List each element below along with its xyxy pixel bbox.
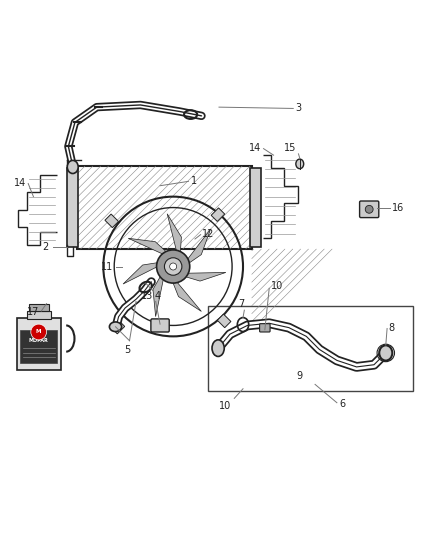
Text: 2: 2 <box>42 242 49 252</box>
Bar <box>105 214 119 228</box>
Bar <box>217 314 231 328</box>
FancyBboxPatch shape <box>151 319 169 332</box>
Bar <box>111 320 125 334</box>
Ellipse shape <box>67 160 78 174</box>
Polygon shape <box>167 214 181 259</box>
Ellipse shape <box>110 322 122 332</box>
Ellipse shape <box>379 345 392 361</box>
Text: 8: 8 <box>389 322 395 333</box>
Polygon shape <box>123 262 164 284</box>
Text: 7: 7 <box>239 299 245 309</box>
Polygon shape <box>183 229 211 266</box>
Text: M: M <box>36 329 42 335</box>
Text: 10: 10 <box>271 281 283 291</box>
Polygon shape <box>171 276 201 311</box>
Polygon shape <box>180 272 226 281</box>
Circle shape <box>170 263 177 270</box>
Polygon shape <box>128 238 171 257</box>
Circle shape <box>164 258 182 275</box>
Text: 14: 14 <box>14 177 26 188</box>
Text: 6: 6 <box>339 399 345 409</box>
Text: 1: 1 <box>191 176 197 187</box>
Text: M: M <box>35 329 42 335</box>
Text: 4: 4 <box>154 292 160 301</box>
Polygon shape <box>153 271 165 317</box>
Bar <box>77 166 252 249</box>
Text: 12: 12 <box>202 229 215 239</box>
FancyBboxPatch shape <box>260 324 270 332</box>
FancyBboxPatch shape <box>17 318 61 370</box>
Ellipse shape <box>212 340 224 357</box>
Text: 10: 10 <box>219 401 232 411</box>
Text: 3: 3 <box>295 103 301 114</box>
Ellipse shape <box>296 159 304 169</box>
Bar <box>208 306 413 391</box>
Text: 5: 5 <box>124 345 131 355</box>
Text: MOPAR: MOPAR <box>29 338 49 343</box>
Text: 9: 9 <box>297 370 303 381</box>
Text: 15: 15 <box>284 143 297 153</box>
Bar <box>27 311 51 319</box>
Bar <box>67 168 78 247</box>
Circle shape <box>365 205 373 213</box>
Text: 11: 11 <box>101 262 113 271</box>
Circle shape <box>156 250 190 283</box>
Circle shape <box>31 324 46 340</box>
Bar <box>29 304 49 311</box>
Text: 16: 16 <box>392 203 404 213</box>
Text: 17: 17 <box>27 307 39 317</box>
FancyBboxPatch shape <box>360 201 379 217</box>
Bar <box>20 330 57 362</box>
Bar <box>251 168 261 247</box>
Text: 14: 14 <box>249 143 261 153</box>
Text: 13: 13 <box>141 290 153 301</box>
Bar <box>211 208 225 222</box>
